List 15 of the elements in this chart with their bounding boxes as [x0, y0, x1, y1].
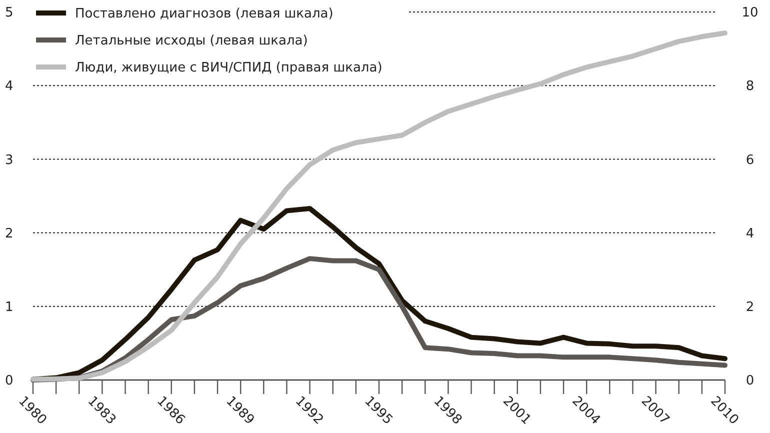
y-tick-label: 5	[5, 6, 14, 21]
y-tick-label: 3	[5, 152, 14, 168]
y-tick-label: 2	[5, 226, 14, 242]
y-tick-label: 4	[5, 79, 14, 94]
legend-label: Летальные исходы (левая шкала)	[75, 34, 308, 49]
y-tick-label: 0	[5, 374, 14, 389]
legend-label: Люди, живущие с ВИЧ/СПИД (правая шкала)	[75, 60, 382, 76]
y2-tick-label: 2	[746, 300, 754, 315]
y2-tick-label: 0	[746, 374, 754, 389]
y2-tick-label: 10	[742, 6, 758, 21]
legend-label: Поставлено диагнозов (левая шкала)	[75, 6, 334, 22]
y-tick-label: 1	[5, 300, 14, 315]
y2-tick-label: 8	[746, 79, 754, 94]
y2-tick-label: 4	[746, 226, 754, 242]
y2-tick-label: 6	[746, 152, 754, 168]
